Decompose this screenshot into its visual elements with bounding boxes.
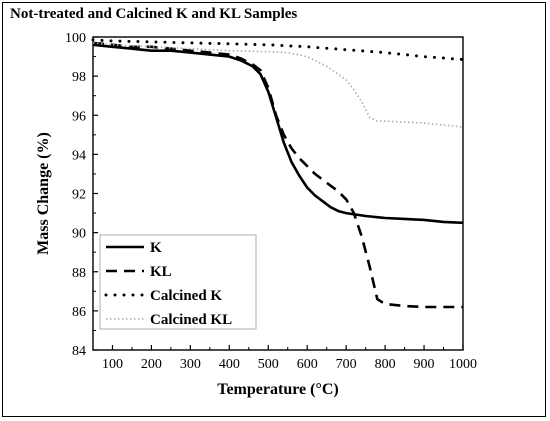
figure-frame (2, 2, 546, 417)
y-tick-label: 98 (72, 70, 86, 85)
x-tick-label: 900 (414, 357, 435, 372)
y-tick-label: 86 (72, 305, 86, 320)
x-tick-label: 800 (375, 357, 396, 372)
x-tick-label: 700 (336, 357, 357, 372)
y-axis-title: Mass Change (%) (35, 132, 52, 255)
x-tick-label: 100 (102, 357, 123, 372)
x-tick-label: 1000 (449, 357, 477, 372)
x-axis-title: Temperature (°C) (217, 381, 338, 398)
series-line-calcined-k (91, 38, 465, 61)
y-tick-label: 88 (72, 266, 86, 281)
legend-label: KL (150, 264, 172, 280)
legend-label: Calcined K (150, 288, 222, 304)
y-tick-label: 100 (65, 31, 86, 46)
x-axis-ticks: 100 200 300 400 500 600 700 800 900 1000 (92, 345, 477, 372)
legend-label: Calcined KL (150, 312, 232, 328)
x-tick-label: 300 (180, 357, 201, 372)
legend-label: K (150, 240, 162, 256)
y-tick-label: 92 (72, 188, 86, 203)
series-line-calcined-kl (92, 42, 464, 128)
x-tick-label: 500 (258, 357, 279, 372)
x-tick-label: 400 (219, 357, 240, 372)
series-line-kl (92, 41, 463, 309)
chart-title: Not-treated and Calcined K and KL Sample… (10, 6, 298, 22)
legend-box (99, 234, 257, 330)
series-line-k (92, 43, 464, 225)
x-tick-label: 200 (141, 357, 162, 372)
x-tick-label: 600 (297, 357, 318, 372)
y-axis-ticks: 84 86 88 90 92 94 96 98 100 (65, 31, 98, 359)
series-lines (91, 38, 465, 309)
y-tick-label: 94 (72, 148, 86, 163)
legend: K KL Calcined K Calcined KL (99, 234, 257, 330)
y-tick-label: 96 (72, 109, 86, 124)
y-tick-label: 90 (72, 227, 86, 242)
y-tick-label: 84 (72, 344, 86, 359)
